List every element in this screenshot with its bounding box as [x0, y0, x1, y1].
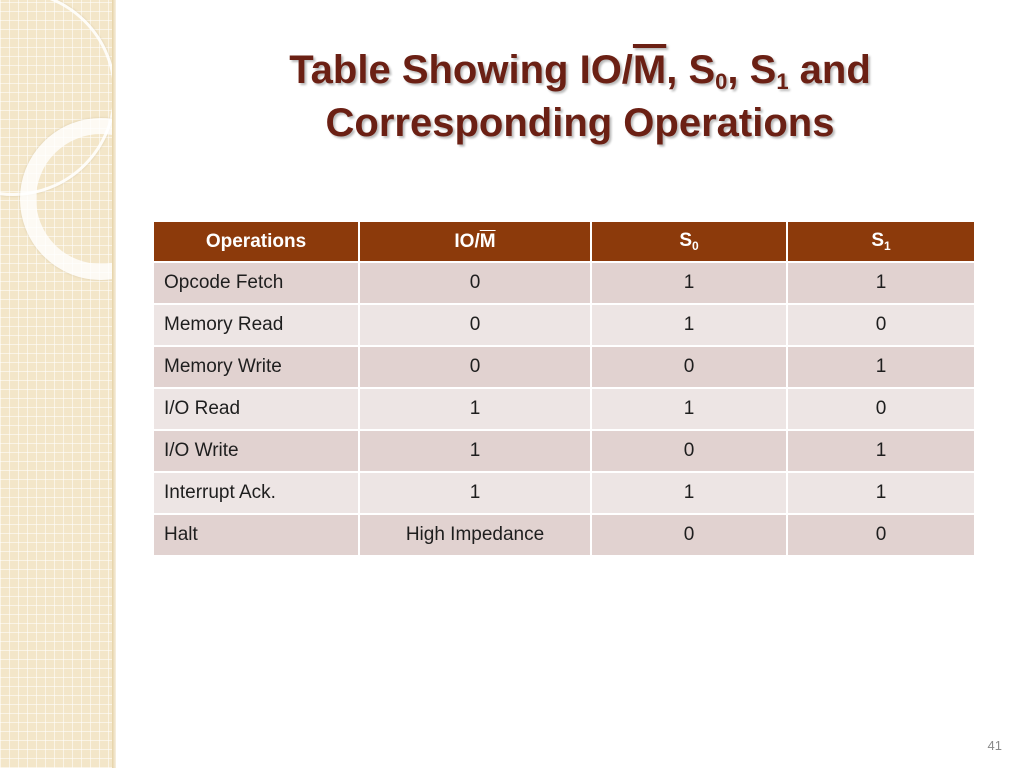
table-row: Interrupt Ack. 1 1 1: [154, 472, 974, 515]
title-and: and: [788, 48, 871, 92]
title-s1: , S: [727, 48, 777, 92]
title-s0: , S: [666, 48, 716, 92]
table-row: Memory Read 0 1 0: [154, 304, 974, 347]
header-s0: S0: [591, 222, 788, 263]
header-s0-base: S: [679, 230, 692, 251]
cell-s0: 0: [591, 514, 788, 557]
cell-s1: 0: [787, 514, 974, 557]
cell-operation: Halt: [154, 514, 360, 557]
header-s1-base: S: [871, 230, 884, 251]
table-row: I/O Read 1 1 0: [154, 388, 974, 431]
cell-s0: 1: [591, 388, 788, 431]
header-s1-subscript: 1: [884, 239, 891, 253]
cell-io-m: 0: [359, 262, 592, 305]
cell-s1: 0: [787, 388, 974, 431]
title-text-prefix: Table Showing: [289, 48, 580, 92]
cell-s0: 1: [591, 304, 788, 347]
decorative-side-panel: [0, 0, 112, 768]
cell-s0: 0: [591, 346, 788, 389]
cell-s1: 0: [787, 304, 974, 347]
cell-io-m: 1: [359, 430, 592, 473]
page-number: 41: [987, 738, 1002, 753]
cell-operation: Interrupt Ack.: [154, 472, 360, 515]
cell-s1: 1: [787, 262, 974, 305]
operations-table: Operations IO/M S0 S1 Opcode Fetch 0 1 1…: [154, 222, 974, 557]
table-row: Memory Write 0 0 1: [154, 346, 974, 389]
cell-operation: Opcode Fetch: [154, 262, 360, 305]
cell-io-m: 1: [359, 472, 592, 515]
side-panel-edge: [112, 0, 116, 768]
cell-io-m: 0: [359, 346, 592, 389]
title-io: IO/: [579, 48, 633, 92]
cell-s0: 1: [591, 472, 788, 515]
cell-operation: I/O Read: [154, 388, 360, 431]
cell-io-m: 1: [359, 388, 592, 431]
title-m-overbar: M: [632, 48, 667, 92]
header-m-overbar: M: [479, 230, 496, 252]
title-s0-subscript: 0: [715, 69, 728, 94]
slide-title: Table Showing IO/M, S0, S1 and Correspon…: [150, 44, 1010, 150]
title-s1-subscript: 1: [776, 69, 789, 94]
cell-operation: Memory Write: [154, 346, 360, 389]
header-s1: S1: [787, 222, 974, 263]
cell-operation: I/O Write: [154, 430, 360, 473]
table-row: Opcode Fetch 0 1 1: [154, 262, 974, 305]
header-operations: Operations: [154, 222, 360, 263]
cell-s1: 1: [787, 346, 974, 389]
table-header-row: Operations IO/M S0 S1: [154, 222, 974, 263]
cell-operation: Memory Read: [154, 304, 360, 347]
cell-s1: 1: [787, 430, 974, 473]
cell-s0: 0: [591, 430, 788, 473]
header-s0-subscript: 0: [692, 239, 699, 253]
cell-io-m: High Impedance: [359, 514, 592, 557]
title-line2: Corresponding Operations: [325, 101, 835, 145]
table-row: I/O Write 1 0 1: [154, 430, 974, 473]
title-line1: Table Showing IO/M, S0, S1 and: [289, 48, 871, 94]
table-row: Halt High Impedance 0 0: [154, 514, 974, 557]
cell-io-m: 0: [359, 304, 592, 347]
header-io-m: IO/M: [359, 222, 592, 263]
header-io-prefix: IO/: [454, 230, 480, 252]
cell-s0: 1: [591, 262, 788, 305]
cell-s1: 1: [787, 472, 974, 515]
